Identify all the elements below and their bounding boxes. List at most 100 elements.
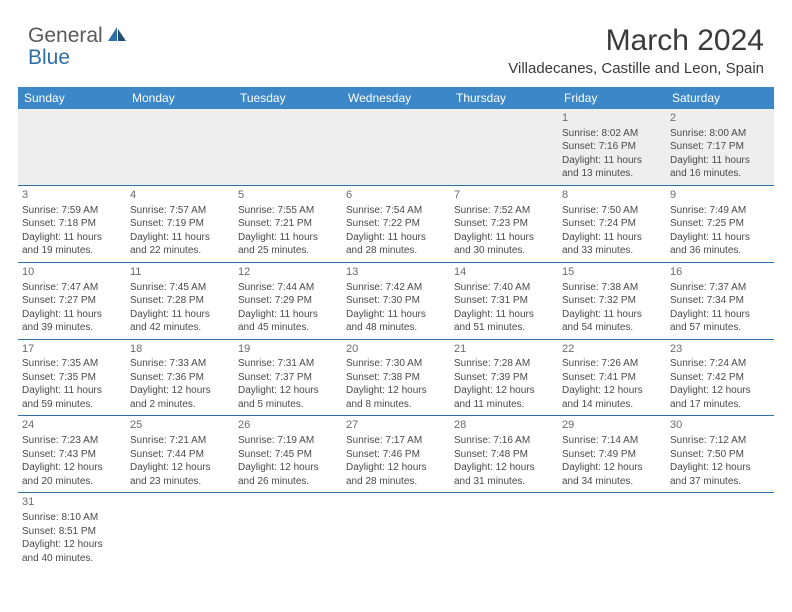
day-info-line: Sunrise: 7:33 AM	[130, 357, 230, 371]
day-info-line: Sunrise: 8:10 AM	[22, 511, 122, 525]
day-info-line: Daylight: 11 hours	[670, 308, 770, 322]
day-info-line: Daylight: 11 hours	[562, 154, 662, 168]
day-info-line: Sunset: 7:23 PM	[454, 217, 554, 231]
calendar-day-cell: 21Sunrise: 7:28 AMSunset: 7:39 PMDayligh…	[450, 339, 558, 416]
location: Villadecanes, Castille and Leon, Spain	[508, 60, 764, 77]
day-info-line: Sunset: 7:46 PM	[346, 448, 446, 462]
weekday-header: Friday	[558, 87, 666, 109]
day-info-line: Daylight: 12 hours	[346, 384, 446, 398]
calendar-day-cell: 28Sunrise: 7:16 AMSunset: 7:48 PMDayligh…	[450, 416, 558, 493]
day-info-line: Sunset: 7:50 PM	[670, 448, 770, 462]
day-info-line: Sunset: 7:43 PM	[22, 448, 122, 462]
day-info-line: Daylight: 11 hours	[238, 308, 338, 322]
day-number: 17	[22, 342, 122, 357]
calendar-day-cell: 7Sunrise: 7:52 AMSunset: 7:23 PMDaylight…	[450, 185, 558, 262]
day-info-line: and 23 minutes.	[130, 475, 230, 489]
calendar-day-cell: 17Sunrise: 7:35 AMSunset: 7:35 PMDayligh…	[18, 339, 126, 416]
day-info-line: Daylight: 12 hours	[562, 384, 662, 398]
day-number: 13	[346, 265, 446, 280]
calendar-day-cell: 1Sunrise: 8:02 AMSunset: 7:16 PMDaylight…	[558, 109, 666, 185]
day-info-line: Sunrise: 7:52 AM	[454, 204, 554, 218]
calendar-day-cell: 18Sunrise: 7:33 AMSunset: 7:36 PMDayligh…	[126, 339, 234, 416]
day-info-line: Daylight: 11 hours	[562, 231, 662, 245]
calendar-empty-cell	[126, 493, 234, 569]
day-info-line: Sunrise: 7:17 AM	[346, 434, 446, 448]
calendar-day-cell: 3Sunrise: 7:59 AMSunset: 7:18 PMDaylight…	[18, 185, 126, 262]
day-number: 15	[562, 265, 662, 280]
day-info-line: and 14 minutes.	[562, 398, 662, 412]
day-info-line: Sunset: 8:51 PM	[22, 525, 122, 539]
day-info-line: and 28 minutes.	[346, 475, 446, 489]
day-info-line: Sunrise: 7:30 AM	[346, 357, 446, 371]
calendar-day-cell: 12Sunrise: 7:44 AMSunset: 7:29 PMDayligh…	[234, 262, 342, 339]
day-info-line: Sunrise: 7:26 AM	[562, 357, 662, 371]
calendar-empty-cell	[234, 493, 342, 569]
day-info-line: and 8 minutes.	[346, 398, 446, 412]
weekday-header: Monday	[126, 87, 234, 109]
day-info-line: Daylight: 12 hours	[454, 384, 554, 398]
day-number: 28	[454, 418, 554, 433]
day-number: 1	[562, 111, 662, 126]
day-info-line: Sunset: 7:36 PM	[130, 371, 230, 385]
day-number: 5	[238, 188, 338, 203]
day-info-line: and 25 minutes.	[238, 244, 338, 258]
day-number: 9	[670, 188, 770, 203]
day-info-line: and 16 minutes.	[670, 167, 770, 181]
calendar-day-cell: 4Sunrise: 7:57 AMSunset: 7:19 PMDaylight…	[126, 185, 234, 262]
day-info-line: and 17 minutes.	[670, 398, 770, 412]
header: General March 2024 Villadecanes, Castill…	[0, 0, 792, 81]
calendar-week-row: 17Sunrise: 7:35 AMSunset: 7:35 PMDayligh…	[18, 339, 774, 416]
day-number: 26	[238, 418, 338, 433]
day-info-line: Sunrise: 8:00 AM	[670, 127, 770, 141]
day-info-line: Sunset: 7:37 PM	[238, 371, 338, 385]
day-info-line: Daylight: 11 hours	[346, 308, 446, 322]
day-number: 29	[562, 418, 662, 433]
day-info-line: Sunset: 7:25 PM	[670, 217, 770, 231]
calendar-day-cell: 22Sunrise: 7:26 AMSunset: 7:41 PMDayligh…	[558, 339, 666, 416]
calendar-day-cell: 8Sunrise: 7:50 AMSunset: 7:24 PMDaylight…	[558, 185, 666, 262]
day-number: 20	[346, 342, 446, 357]
day-info-line: Daylight: 12 hours	[346, 461, 446, 475]
day-info-line: Sunset: 7:48 PM	[454, 448, 554, 462]
calendar-day-cell: 23Sunrise: 7:24 AMSunset: 7:42 PMDayligh…	[666, 339, 774, 416]
day-number: 6	[346, 188, 446, 203]
day-info-line: Sunrise: 8:02 AM	[562, 127, 662, 141]
calendar-day-cell: 20Sunrise: 7:30 AMSunset: 7:38 PMDayligh…	[342, 339, 450, 416]
calendar-week-row: 10Sunrise: 7:47 AMSunset: 7:27 PMDayligh…	[18, 262, 774, 339]
day-info-line: Sunrise: 7:42 AM	[346, 281, 446, 295]
day-info-line: Daylight: 12 hours	[238, 461, 338, 475]
calendar-empty-cell	[234, 109, 342, 185]
day-info-line: and 22 minutes.	[130, 244, 230, 258]
day-number: 23	[670, 342, 770, 357]
day-info-line: Sunset: 7:45 PM	[238, 448, 338, 462]
day-info-line: Sunrise: 7:23 AM	[22, 434, 122, 448]
day-number: 18	[130, 342, 230, 357]
day-number: 7	[454, 188, 554, 203]
logo: General	[28, 24, 127, 48]
day-info-line: and 45 minutes.	[238, 321, 338, 335]
day-info-line: Sunset: 7:34 PM	[670, 294, 770, 308]
calendar-day-cell: 15Sunrise: 7:38 AMSunset: 7:32 PMDayligh…	[558, 262, 666, 339]
day-info-line: Sunset: 7:41 PM	[562, 371, 662, 385]
day-info-line: Sunset: 7:29 PM	[238, 294, 338, 308]
weekday-header: Thursday	[450, 87, 558, 109]
day-info-line: and 39 minutes.	[22, 321, 122, 335]
day-info-line: Sunset: 7:49 PM	[562, 448, 662, 462]
day-info-line: and 26 minutes.	[238, 475, 338, 489]
calendar-header-row: SundayMondayTuesdayWednesdayThursdayFrid…	[18, 87, 774, 109]
day-info-line: Daylight: 11 hours	[454, 308, 554, 322]
day-info-line: Sunset: 7:32 PM	[562, 294, 662, 308]
day-info-line: Sunrise: 7:19 AM	[238, 434, 338, 448]
day-info-line: Sunset: 7:16 PM	[562, 140, 662, 154]
day-info-line: Daylight: 11 hours	[346, 231, 446, 245]
day-info-line: and 28 minutes.	[346, 244, 446, 258]
day-info-line: Sunrise: 7:59 AM	[22, 204, 122, 218]
month-title: March 2024	[508, 24, 764, 58]
calendar-week-row: 24Sunrise: 7:23 AMSunset: 7:43 PMDayligh…	[18, 416, 774, 493]
day-info-line: and 54 minutes.	[562, 321, 662, 335]
day-info-line: Sunrise: 7:57 AM	[130, 204, 230, 218]
day-info-line: Daylight: 11 hours	[454, 231, 554, 245]
weekday-header: Tuesday	[234, 87, 342, 109]
day-number: 8	[562, 188, 662, 203]
calendar-day-cell: 11Sunrise: 7:45 AMSunset: 7:28 PMDayligh…	[126, 262, 234, 339]
